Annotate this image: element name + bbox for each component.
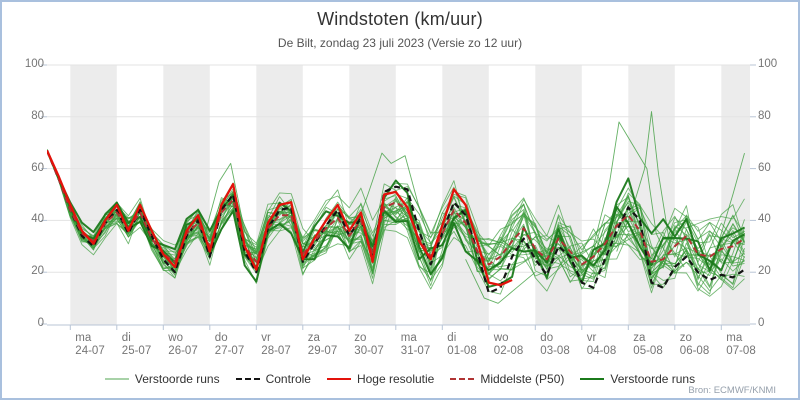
ensemble-outlier-line — [616, 111, 685, 268]
ensemble-member-line — [47, 150, 745, 281]
ensemble-member-line — [47, 150, 745, 279]
x-tick-label: wo 26-07 — [168, 332, 198, 357]
legend-swatch-member-dark — [580, 378, 605, 380]
y-tick-label-right: 0 — [758, 317, 765, 329]
ensemble-member-line — [47, 149, 745, 290]
x-tick-label: vr 28-07 — [261, 332, 291, 357]
ensemble-member-line — [47, 150, 745, 295]
y-tick-label-right: 60 — [758, 161, 771, 174]
legend-item: Controle — [235, 372, 311, 386]
y-tick-label-left: 40 — [31, 213, 44, 226]
x-tick-label: za 05-08 — [633, 332, 663, 357]
legend-swatch-p50 — [450, 378, 475, 380]
x-tick-label: do 27-07 — [214, 332, 245, 357]
legend-label: Verstoorde runs — [134, 372, 220, 386]
legend-label: Controle — [265, 372, 311, 386]
y-tick-label-right: 100 — [758, 58, 778, 70]
source-credit: Bron: ECMWF/KNMI — [688, 385, 776, 396]
ensemble-member-line — [47, 151, 745, 289]
y-tick-label-left: 80 — [31, 109, 44, 122]
chart-legend: Verstoorde runs Controle Hoge resolutie Mid… — [2, 372, 798, 386]
ensemble-member-line — [47, 150, 745, 295]
ensemble-outlier-line — [592, 121, 676, 273]
y-tick-label-left: 20 — [31, 265, 44, 278]
x-tick-label: wo 02-08 — [493, 332, 524, 357]
chart-subtitle: De Bilt, zondag 23 juli 2023 (Versie zo … — [277, 36, 523, 50]
y-tick-label-right: 40 — [758, 213, 771, 226]
day-band — [628, 65, 675, 325]
day-band — [535, 65, 582, 325]
legend-swatch-member — [104, 378, 129, 380]
x-tick-label: ma 07-08 — [726, 332, 756, 357]
legend-swatch-control — [235, 378, 260, 380]
x-tick-label: do 03-08 — [540, 332, 570, 357]
x-tick-label: di 25-07 — [121, 332, 152, 357]
day-band — [70, 65, 117, 325]
x-tick-label: vr 04-08 — [586, 332, 617, 357]
x-tick-label: ma 31-07 — [400, 332, 431, 357]
day-band — [349, 65, 396, 325]
y-tick-label-left: 0 — [37, 317, 44, 329]
day-band — [442, 65, 489, 325]
x-tick-label: ma 24-07 — [75, 332, 105, 357]
ensemble-outlier-line — [204, 162, 257, 252]
y-tick-label-right: 80 — [758, 109, 771, 122]
hires-run-line — [47, 150, 513, 287]
day-band — [163, 65, 210, 325]
legend-item: Verstoorde runs — [580, 372, 695, 386]
ensemble-member-dark-line — [47, 149, 745, 284]
ensemble-member-line — [47, 151, 745, 291]
legend-item: Middelste (P50) — [450, 372, 564, 386]
x-tick-label: zo 06-08 — [679, 332, 710, 357]
chart-title: Windstoten (km/uur) — [317, 9, 483, 29]
ensemble-member-line — [47, 150, 745, 279]
legend-label: Middelste (P50) — [480, 372, 565, 386]
legend-swatch-hres — [326, 378, 351, 380]
control-run-line — [47, 150, 746, 294]
legend-label: Verstoorde runs — [610, 372, 696, 386]
legend-item: Verstoorde runs — [104, 372, 220, 386]
y-tick-label-left: 100 — [24, 58, 44, 70]
legend-item: Hoge resolutie — [326, 372, 435, 386]
ensemble-outlier-line — [348, 152, 434, 252]
ensemble-outlier-line — [465, 259, 536, 304]
ensemble-member-dark-line — [47, 150, 745, 288]
legend-label: Hoge resolutie — [356, 372, 435, 386]
day-band — [256, 65, 303, 325]
x-tick-label: za 29-07 — [307, 332, 338, 357]
day-band — [721, 65, 750, 325]
y-tick-label-right: 20 — [758, 265, 771, 278]
x-tick-label: zo 30-07 — [354, 332, 384, 357]
x-tick-label: di 01-08 — [447, 332, 477, 357]
y-tick-label-left: 60 — [31, 161, 44, 174]
